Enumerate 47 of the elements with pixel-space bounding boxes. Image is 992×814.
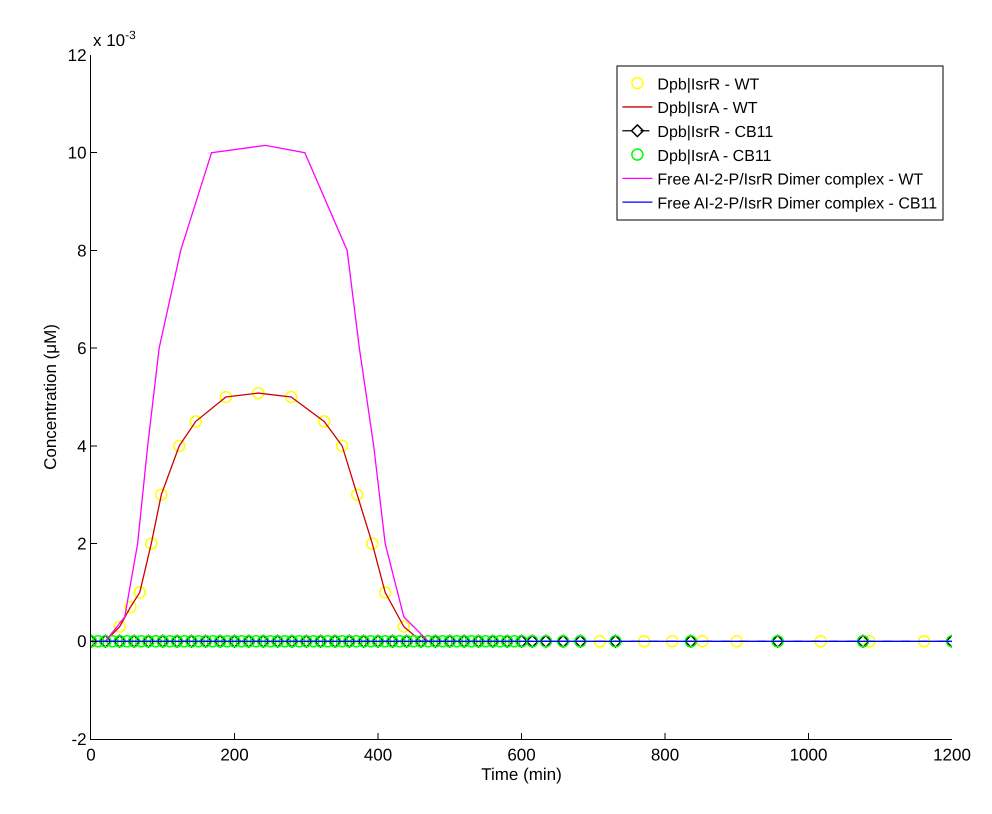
y-tick-label: 2 xyxy=(77,534,87,554)
legend-label: Dpb|IsrA - CB11 xyxy=(657,148,772,165)
point xyxy=(814,635,827,648)
legend-label: Dpb|IsrA - WT xyxy=(657,100,758,118)
x-tick-label: 600 xyxy=(507,745,536,764)
text: x 10$^{-3}$ xyxy=(93,28,136,50)
point xyxy=(350,488,364,501)
x-tick-label: 1000 xyxy=(790,745,828,764)
y-tick-label: 4 xyxy=(77,436,87,456)
y-tick-label: 10 xyxy=(68,144,87,163)
x-tick-label: 800 xyxy=(650,745,680,764)
point xyxy=(666,635,678,648)
y-tick-label: 6 xyxy=(77,339,87,358)
point xyxy=(113,620,126,633)
point xyxy=(863,635,876,648)
point xyxy=(378,586,392,599)
point xyxy=(145,537,158,550)
point xyxy=(638,635,650,648)
x-tick-label: 400 xyxy=(364,745,392,764)
y-tick-label: -2 xyxy=(71,730,87,749)
point xyxy=(134,586,146,599)
y-tick-label: 12 xyxy=(68,46,87,65)
point xyxy=(190,415,202,428)
point xyxy=(318,415,330,428)
x-tick-label: 200 xyxy=(220,745,249,764)
point xyxy=(252,386,264,400)
legend-label: Free AI-2-P/IsrR Dimer complex - WT xyxy=(657,172,924,189)
x-axis-title: Time (min) xyxy=(481,764,562,784)
y-tick-label: 0 xyxy=(77,632,87,652)
point xyxy=(366,537,379,550)
y-axis-title: Concentration (μM) xyxy=(41,324,60,470)
point xyxy=(220,390,232,404)
point xyxy=(336,440,348,452)
point xyxy=(284,390,298,404)
point xyxy=(593,635,606,648)
legend-label: Dpb|IsrR - CB11 xyxy=(657,124,774,141)
point xyxy=(173,440,186,452)
legend-label: Dpb|IsrR - WT xyxy=(657,76,760,94)
point xyxy=(398,620,410,633)
point xyxy=(124,600,137,614)
point xyxy=(696,635,709,648)
point xyxy=(730,635,743,648)
x-tick-label: 1200 xyxy=(933,745,971,764)
point xyxy=(155,488,168,501)
point xyxy=(918,635,930,648)
y-tick-label: 8 xyxy=(77,241,87,260)
legend-label: Free AI-2-P/IsrR Dimer complex - CB11 xyxy=(657,195,938,212)
